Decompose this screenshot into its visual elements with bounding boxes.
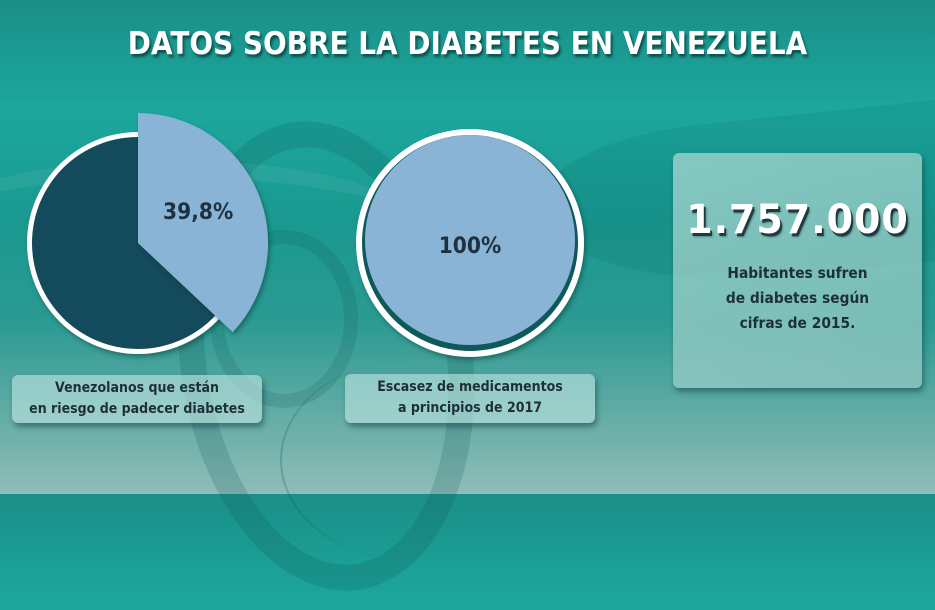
caption-line: Venezolanos que están <box>55 380 219 396</box>
pie2-caption: Escasez de medicamentos a principios de … <box>345 374 595 423</box>
pie-chart-risk <box>27 112 269 354</box>
stat-card: 1.757.000 Habitantes sufren de diabetes … <box>673 153 922 388</box>
caption-line: Escasez de medicamentos <box>377 379 563 395</box>
stat-desc-line: de diabetes según <box>725 289 870 307</box>
stat-description: Habitantes sufren de diabetes según cifr… <box>673 261 922 336</box>
caption-line: en riesgo de padecer diabetes <box>29 401 245 417</box>
pie1-caption: Venezolanos que están en riesgo de padec… <box>12 375 262 423</box>
charts-canvas <box>27 112 584 357</box>
pie2-percent-label: 100% <box>438 234 502 259</box>
caption-line: a principios de 2017 <box>397 400 543 416</box>
stat-desc-line: Habitantes sufren <box>727 264 868 282</box>
stat-desc-line: cifras de 2015. <box>739 314 856 332</box>
stat-number: 1.757.000 <box>686 197 909 243</box>
pie-slice-risk <box>138 112 269 333</box>
page-title: DATOS SOBRE LA DIABETES EN VENEZUELA <box>127 26 808 62</box>
pie-slice-shortage <box>365 135 575 345</box>
pie-chart-shortage <box>356 129 584 357</box>
pie1-percent-label: 39,8% <box>163 200 234 225</box>
